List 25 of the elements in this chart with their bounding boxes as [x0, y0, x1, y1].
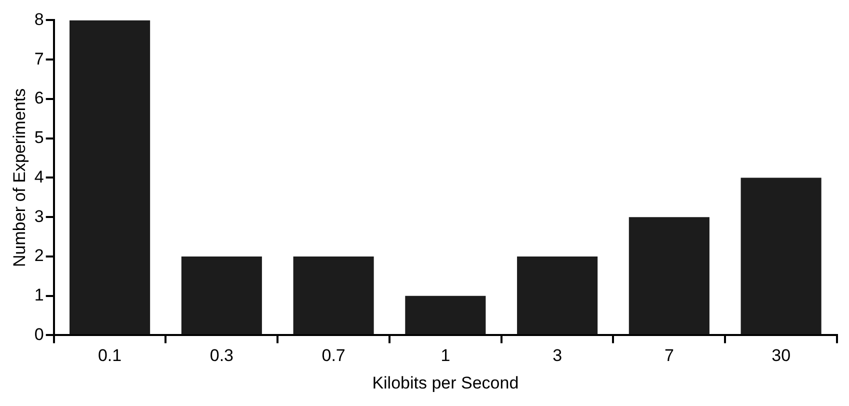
y-axis-title: Number of Experiments — [10, 88, 29, 267]
y-tick-label: 4 — [34, 167, 44, 186]
y-tick-label: 1 — [34, 286, 44, 305]
bar — [517, 256, 598, 334]
bar — [740, 178, 822, 334]
x-tick-label: 7 — [664, 346, 674, 366]
bar — [181, 256, 262, 334]
x-tick-label: 3 — [552, 346, 562, 366]
x-tick-label: 1 — [440, 346, 450, 366]
bar — [293, 256, 374, 334]
y-tick-label: 2 — [34, 246, 44, 266]
y-tick-label: 5 — [34, 128, 44, 148]
x-tick-label: 0.3 — [210, 346, 234, 366]
x-axis-title: Kilobits per Second — [372, 373, 519, 392]
bar — [405, 296, 486, 334]
y-tick-label: 3 — [34, 206, 44, 226]
y-tick-label: 7 — [34, 49, 44, 68]
bar — [628, 217, 710, 334]
y-tick-label: 8 — [34, 10, 44, 29]
x-tick-label: 0.7 — [322, 346, 346, 366]
x-tick-label: 30 — [772, 346, 791, 366]
x-tick-label: 0.1 — [98, 346, 122, 366]
y-tick-label: 0 — [34, 324, 44, 344]
y-tick-label: 6 — [34, 88, 44, 108]
bar — [70, 20, 150, 334]
